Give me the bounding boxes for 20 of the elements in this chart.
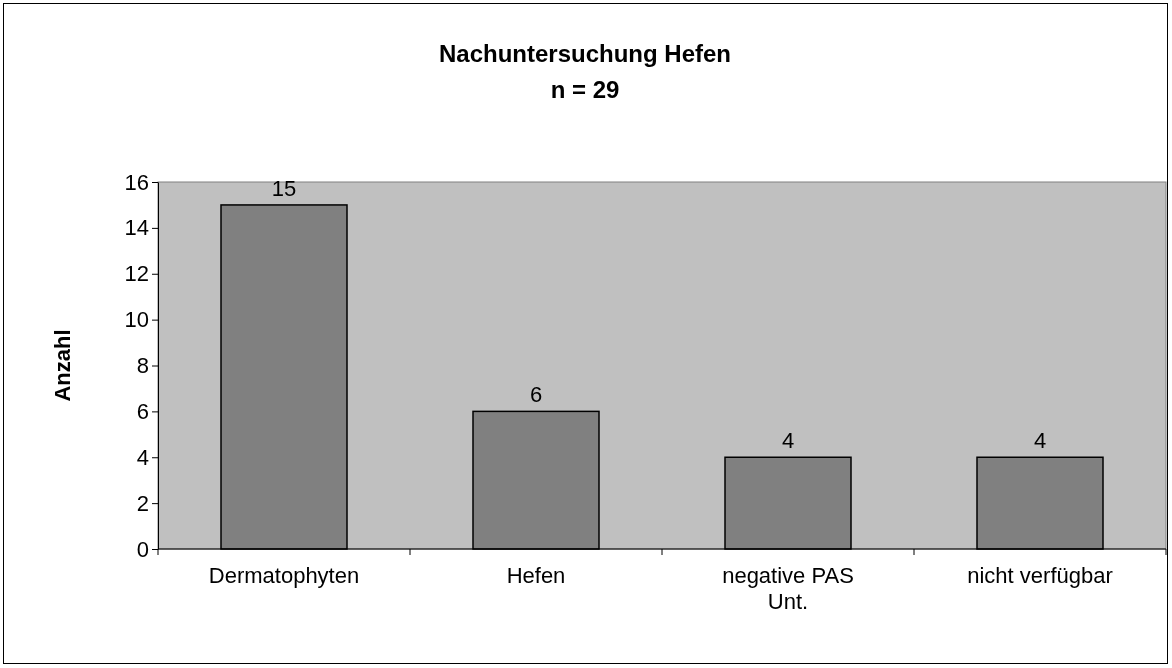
y-axis-title: Anzahl xyxy=(50,329,75,402)
data-label: 6 xyxy=(529,382,543,408)
data-label: 15 xyxy=(271,175,297,201)
x-tick-label: negative PAS Unt. xyxy=(722,563,854,614)
x-tick-label: Dermatophyten xyxy=(208,563,360,588)
y-tick-label: 2 xyxy=(136,490,149,516)
y-tick-label: 16 xyxy=(124,169,149,195)
y-tick-label: 14 xyxy=(124,215,149,241)
y-tick-label: 4 xyxy=(136,444,149,470)
data-label: 4 xyxy=(1033,428,1047,454)
data-label: 4 xyxy=(781,428,795,454)
chart-subtitle: n = 29 xyxy=(550,76,620,103)
y-tick-label: 12 xyxy=(124,261,149,287)
x-tick-label: nicht verfügbar xyxy=(967,563,1113,588)
y-tick-label: 10 xyxy=(124,307,149,333)
y-tick-label: 6 xyxy=(136,398,149,424)
y-tick-label: 0 xyxy=(136,536,149,562)
x-tick-label: Hefen xyxy=(506,563,566,588)
chart-title: Nachuntersuchung Hefen xyxy=(438,40,732,67)
y-tick-label: 8 xyxy=(136,353,149,379)
